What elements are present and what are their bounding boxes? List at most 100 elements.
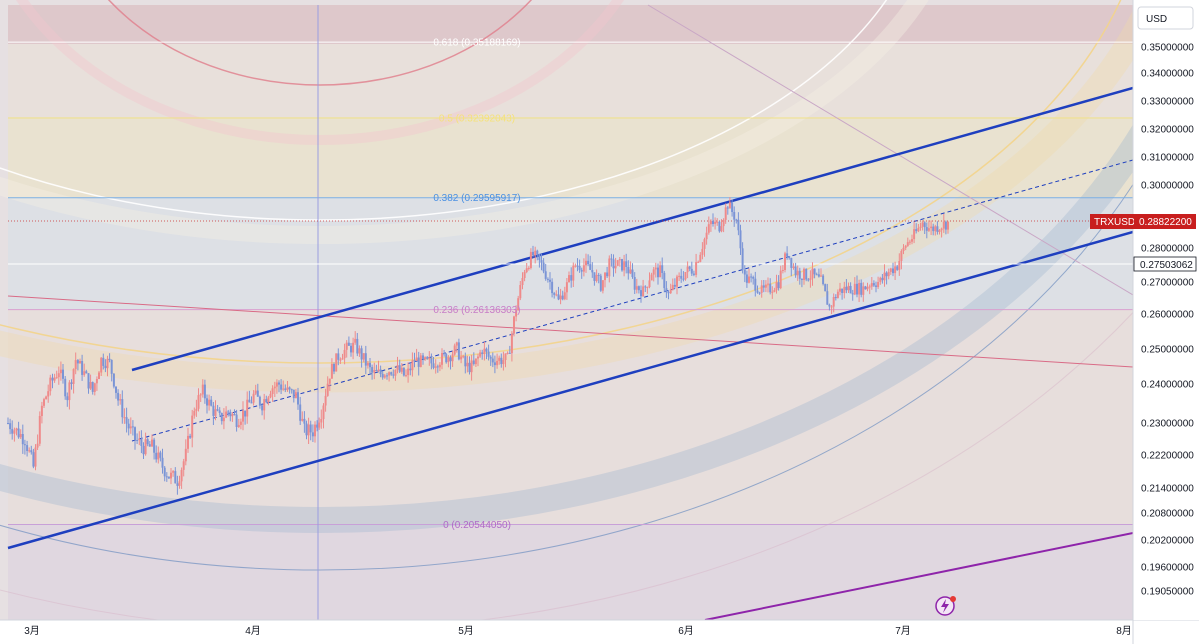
candle-body: [142, 445, 145, 455]
candle-body: [322, 405, 325, 420]
price-tick-label: 0.24000000: [1141, 380, 1194, 391]
candle-body: [424, 357, 427, 359]
candle-body: [889, 268, 892, 272]
candle-body: [163, 467, 166, 477]
candle-body: [422, 355, 424, 359]
price-tick-label: 0.35000000: [1141, 43, 1194, 54]
candle-body: [932, 226, 935, 232]
candle-body: [356, 338, 359, 354]
price-tick-label: 0.25000000: [1141, 345, 1194, 356]
candle-body: [275, 382, 278, 387]
candle-body: [110, 360, 113, 374]
candle-body: [400, 367, 403, 372]
candle-body: [273, 386, 276, 389]
candle-body: [578, 266, 581, 270]
candle-body: [434, 366, 437, 368]
candle-body: [131, 426, 134, 428]
candle-body: [627, 267, 630, 274]
marker-price-tag: 0.27503062: [1133, 256, 1197, 272]
candle-body: [642, 286, 645, 297]
candle-body: [146, 439, 149, 445]
candle-body: [309, 424, 312, 433]
candle-body: [807, 279, 810, 281]
candle-body: [599, 275, 602, 291]
purple-trend-line[interactable]: [704, 532, 1133, 620]
candle-body: [947, 221, 949, 230]
candle-body: [413, 360, 416, 362]
price-tick-label: 0.28000000: [1141, 244, 1194, 255]
time-axis[interactable]: [0, 620, 1199, 644]
candle-body: [523, 272, 526, 278]
candle-body: [457, 342, 460, 360]
candle-body: [621, 259, 623, 271]
candle-body: [650, 274, 653, 281]
candle-body: [834, 297, 837, 299]
currency-label: USD: [1146, 14, 1167, 25]
candle-body: [851, 293, 854, 295]
last-price-tag: TRXUSD 0.28822200: [1090, 214, 1196, 229]
candle-body: [817, 274, 820, 277]
candle-body: [661, 265, 664, 273]
time-tick-label: 3月: [24, 625, 40, 637]
candle-body: [392, 374, 395, 376]
candle-body: [633, 277, 636, 290]
candle-body: [377, 369, 380, 371]
arc-blue: [0, 183, 1133, 571]
candle-body: [468, 362, 471, 373]
price-axis[interactable]: [1133, 0, 1199, 620]
candle-body: [460, 356, 463, 360]
candle-body: [553, 293, 556, 295]
candle-body: [771, 291, 774, 293]
candle-body: [521, 278, 524, 285]
candle-body: [515, 310, 518, 317]
fib-level-label: 0.382 (0.29595917): [433, 193, 520, 204]
candle-body: [256, 390, 259, 397]
candle-body: [688, 266, 691, 269]
candle-body: [72, 369, 75, 384]
candle-body: [214, 409, 217, 416]
channel-mid-line: [131, 159, 1133, 442]
candle-body: [809, 278, 812, 280]
arc-white: [0, 0, 888, 221]
lightning-icon[interactable]: [935, 596, 956, 616]
channel-upper-line[interactable]: [131, 86, 1133, 372]
candle-body: [148, 444, 151, 447]
currency-button[interactable]: USD: [1137, 6, 1194, 30]
candle-body: [91, 382, 94, 392]
candle-body: [906, 242, 909, 246]
candle-body: [345, 342, 348, 350]
candle-body: [153, 439, 156, 453]
channel-lower-line[interactable]: [7, 230, 1133, 550]
candle-body: [826, 291, 829, 305]
candle-body: [623, 261, 626, 271]
candle-body: [212, 405, 215, 416]
candle-body: [587, 260, 590, 265]
candle-body: [436, 366, 439, 368]
candle-body: [32, 452, 35, 467]
candle-body: [174, 471, 177, 484]
candle-body: [779, 270, 782, 289]
candle-body: [187, 435, 189, 449]
candle-body: [606, 272, 609, 277]
candle-body: [449, 357, 452, 362]
candle-body: [881, 277, 884, 281]
candle-body: [167, 476, 170, 479]
candle-body: [686, 266, 689, 273]
candle-body: [898, 261, 901, 270]
candle-body: [394, 369, 397, 376]
candle-body: [432, 363, 435, 368]
candle-body: [225, 411, 228, 418]
plot-area[interactable]: 0.618 (0.35188169) 0.5 (0.32392043) 0.382 …: [0, 0, 1199, 630]
candle-body: [648, 280, 651, 288]
candle-body: [777, 282, 780, 289]
candle-body: [339, 359, 342, 361]
candle-body: [927, 228, 930, 231]
candle-body: [254, 390, 257, 394]
candle-body: [267, 397, 270, 403]
candle-body: [864, 286, 867, 290]
candle-body: [502, 359, 505, 365]
candle-body: [654, 267, 657, 270]
candle-body: [784, 253, 786, 270]
faint-diagonal-line: [647, 4, 1133, 296]
